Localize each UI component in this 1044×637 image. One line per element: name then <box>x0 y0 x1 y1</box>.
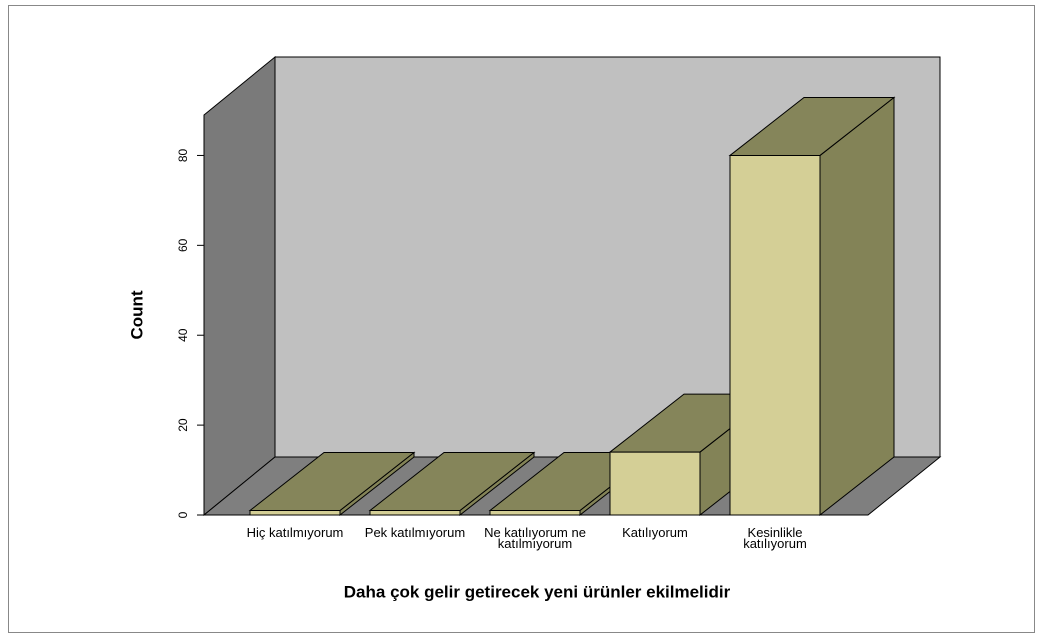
bar-side <box>819 96 895 517</box>
x-tick-label: Katılıyorum <box>622 525 688 540</box>
x-tick-label: Hiç katılmıyorum <box>246 525 344 540</box>
bar <box>728 96 896 517</box>
bar-front <box>489 510 581 516</box>
y-axis-label: Count <box>127 290 146 339</box>
bar-front <box>249 510 341 516</box>
y-tick-label: 0 <box>176 511 190 518</box>
y-tick-label: 80 <box>176 148 190 162</box>
bar <box>368 451 536 517</box>
y-tick-label: 20 <box>176 418 190 432</box>
bar <box>248 451 416 517</box>
x-tick-label: Ne katılıyorum ne katılmıyorum <box>484 525 586 551</box>
y-tick-label: 60 <box>176 238 190 252</box>
x-axis-label: Daha çok gelir getirecek yeni ürünler ek… <box>344 582 731 601</box>
x-tick-label: Kesinlikle katılıyorum <box>743 525 807 551</box>
x-tick-label: Pek katılmıyorum <box>364 525 466 540</box>
bar-front <box>609 451 701 516</box>
left-wall <box>203 55 276 517</box>
bar-front <box>729 154 821 516</box>
y-tick-label: 40 <box>176 328 190 342</box>
bar-front <box>369 510 461 516</box>
